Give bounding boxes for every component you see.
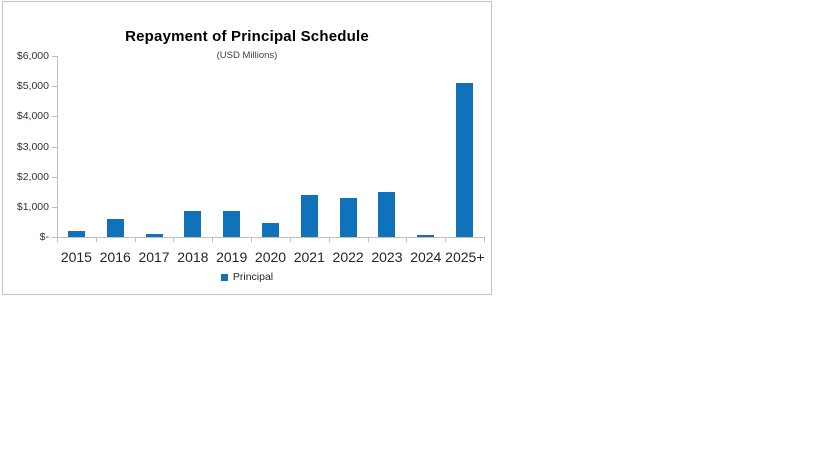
y-axis-tick — [52, 206, 57, 208]
x-axis-tick — [484, 237, 485, 242]
x-axis-label-2020: 2020 — [254, 249, 287, 265]
chart-title: Repayment of Principal Schedule — [125, 28, 369, 45]
x-axis-tick — [134, 237, 136, 242]
y-axis-tick — [52, 86, 57, 88]
x-axis-label-2025+: 2025+ — [445, 249, 485, 265]
y-axis-label-0: $- — [39, 231, 49, 243]
bar-2025+ — [456, 83, 474, 237]
x-axis-tick — [173, 237, 175, 242]
bar-2017 — [145, 234, 163, 237]
x-axis-tick — [406, 237, 408, 242]
bar-2021 — [300, 195, 318, 237]
bar-2015 — [67, 231, 85, 237]
x-axis-label-2023: 2023 — [371, 249, 403, 265]
x-axis-tick — [445, 237, 447, 242]
x-axis-label-2019: 2019 — [216, 249, 248, 265]
x-axis-label-2021: 2021 — [293, 249, 325, 265]
y-axis-label-1000: $1,000 — [16, 200, 49, 213]
y-axis-label-5000: $5,000 — [16, 80, 49, 93]
y-axis-label-2000: $2,000 — [16, 170, 49, 183]
y-axis-line — [57, 56, 58, 238]
x-axis-tick — [289, 237, 291, 242]
y-axis-label-4000: $4,000 — [16, 110, 49, 123]
x-axis-label-2018: 2018 — [177, 249, 209, 265]
x-axis-tick — [95, 237, 97, 242]
chart-subtitle: (USD Millions) — [216, 50, 278, 61]
chart-frame: Repayment of Principal Schedule (USD Mil… — [2, 1, 492, 295]
bar-2024 — [417, 235, 435, 237]
x-axis-tick — [57, 237, 58, 242]
legend-marker-principal — [220, 273, 228, 281]
x-axis-tick — [212, 237, 214, 242]
x-axis-label-2015: 2015 — [60, 249, 92, 265]
y-axis-tick — [52, 146, 57, 148]
y-axis-tick — [52, 237, 57, 238]
x-axis-tick — [367, 237, 369, 242]
bar-2016 — [106, 219, 124, 237]
y-axis-tick — [52, 176, 57, 178]
x-axis-label-2024: 2024 — [410, 249, 442, 265]
x-axis-line — [57, 237, 485, 238]
y-axis-tick — [52, 116, 57, 118]
bar-2020 — [262, 223, 279, 237]
x-axis-tick — [251, 237, 253, 242]
bar-2019 — [223, 211, 241, 237]
bar-2018 — [184, 211, 202, 237]
bar-2023 — [378, 192, 396, 237]
legend: Principal — [3, 271, 491, 283]
y-axis-tick — [52, 56, 57, 57]
bar-2022 — [339, 198, 357, 237]
legend-label: Principal — [232, 271, 274, 283]
x-axis-label-2016: 2016 — [99, 249, 131, 265]
y-axis-label-6000: $6,000 — [16, 50, 49, 62]
y-axis-label-3000: $3,000 — [16, 140, 49, 153]
x-axis-tick — [328, 237, 330, 242]
x-axis-label-2022: 2022 — [332, 249, 364, 265]
x-axis-label-2017: 2017 — [138, 249, 170, 265]
